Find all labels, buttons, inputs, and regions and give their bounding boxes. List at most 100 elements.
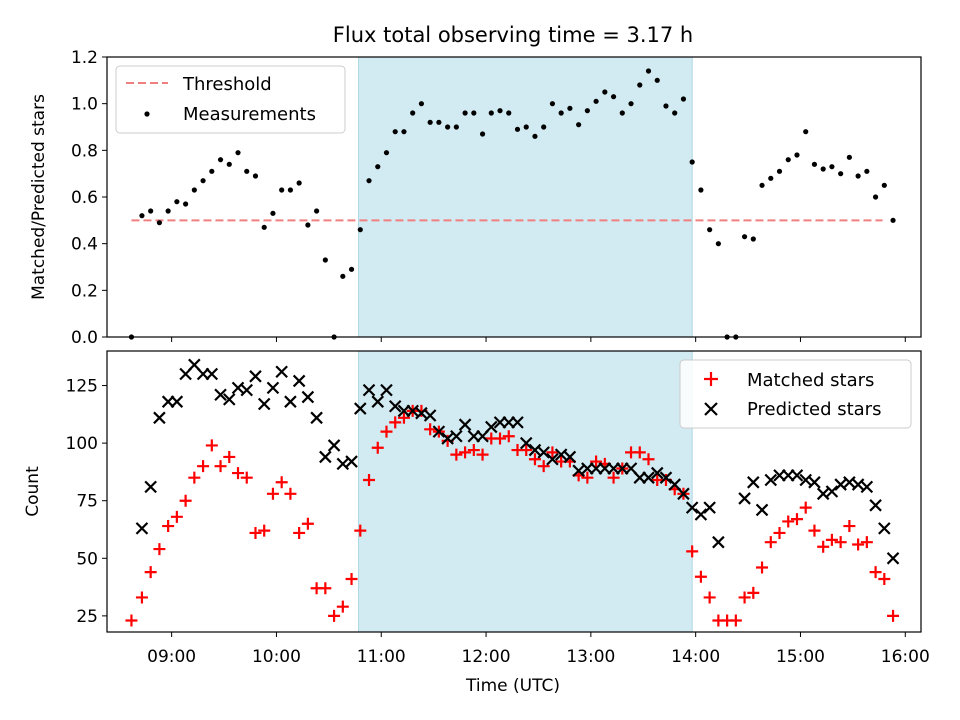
matched-star-point [214, 460, 227, 473]
matched-star-point [135, 591, 148, 604]
measurement-point [628, 101, 634, 107]
measurement-point [750, 236, 756, 242]
ratio-y-tick-label: 0.2 [71, 281, 98, 301]
measurement-point [348, 266, 355, 272]
ratio-y-tick-label: 0.6 [71, 188, 98, 208]
matched-star-point [389, 416, 402, 429]
predicted-star-point [712, 535, 725, 549]
matched-star-point [494, 432, 507, 445]
predicted-star-point [345, 455, 358, 468]
measurement-point [401, 129, 407, 135]
measurement-point [838, 171, 844, 177]
measurement-point [890, 217, 896, 223]
predicted-star-point [747, 476, 760, 489]
measurement-point [392, 129, 398, 135]
predicted-star-point [878, 522, 891, 535]
matched-star-point [424, 423, 437, 436]
predicted-star-point [563, 450, 577, 464]
predicted-star-point [703, 501, 716, 514]
measurement-point [244, 168, 250, 174]
measurement-point [855, 173, 861, 179]
measurement-point [811, 161, 818, 167]
predicted-star-point [284, 395, 297, 408]
measurement-point [139, 213, 145, 219]
matched-star-point [528, 453, 541, 466]
predicted-star-point [825, 485, 839, 498]
count-legend: Matched stars Predicted stars [679, 359, 912, 429]
matched-star-point [590, 455, 603, 468]
matched-star-point [756, 561, 769, 574]
matched-star-point [205, 439, 218, 452]
matched-star-point [782, 515, 795, 528]
predicted-star-point [511, 416, 524, 429]
x-tick-label: 13:00 [566, 647, 615, 667]
measurement-point [785, 157, 791, 163]
matched-star-point [825, 533, 838, 546]
matched-star-point [397, 411, 410, 424]
matched-star-point [694, 570, 707, 583]
measurement-point [567, 105, 573, 111]
predicted-star-point [755, 503, 769, 517]
ratio-y-axis-label: Matched/Predicted stars [29, 94, 49, 300]
legend-matched-label: Matched stars [747, 370, 874, 391]
ratio-axis-ticks: 0.0 0.2 0.4 0.6 0.8 1.0 1.2 [71, 48, 906, 348]
ratio-legend: Threshold Measurements [115, 65, 346, 134]
predicted-star-point [537, 446, 550, 459]
measurements-series [128, 68, 896, 340]
measurement-point [558, 110, 564, 116]
predicted-star-point [528, 443, 542, 457]
predicted-star-point [240, 383, 254, 397]
predicted-star-point [249, 370, 262, 383]
measurement-point [418, 101, 425, 107]
measurement-point [375, 164, 381, 170]
measurement-point [689, 159, 695, 165]
matched-star-point [642, 453, 655, 466]
measurement-point [872, 194, 879, 200]
predicted-star-point [144, 480, 157, 494]
measurement-point [881, 182, 887, 188]
ratio-y-tick-label: 0.0 [71, 328, 98, 348]
predicted-star-point [816, 487, 830, 501]
measurement-point [296, 180, 302, 186]
matched-star-point [266, 487, 279, 500]
matched-star-point [162, 520, 175, 533]
predicted-star-point [694, 508, 708, 521]
measurement-point [445, 124, 451, 130]
measurement-point [191, 187, 197, 193]
measurement-point [217, 157, 224, 163]
matched-star-point [223, 450, 236, 463]
count-panel-frame [106, 350, 922, 633]
matched-star-point [581, 471, 594, 484]
predicted-star-point [257, 397, 271, 411]
matched-star-point [834, 536, 847, 549]
measurement-point [436, 119, 442, 125]
predicted-star-point [808, 476, 821, 489]
measurement-point [864, 168, 870, 174]
measurement-point [532, 133, 538, 139]
predicted-star-point [362, 383, 376, 397]
measurement-point [506, 110, 512, 116]
measurement-point [287, 187, 294, 193]
measurement-point [156, 220, 163, 226]
matched-star-point [144, 566, 157, 579]
measurement-point [593, 98, 599, 104]
matched-star-point [188, 471, 201, 484]
x-tick-label: 10:00 [252, 647, 301, 667]
x-tick-label: 12:00 [462, 647, 511, 667]
predicted-star-point [764, 473, 778, 487]
measurement-point [453, 124, 459, 130]
count-y-tick-label: 125 [66, 377, 98, 397]
measurement-point [200, 178, 206, 184]
predicted-star-point [650, 466, 664, 480]
predicted-star-point [860, 480, 874, 494]
matched-star-point [354, 524, 367, 537]
observing-window-shade-bottom [358, 350, 693, 633]
matched-star-point [799, 501, 812, 514]
measurement-point [514, 126, 521, 132]
predicted-star-point [572, 464, 585, 478]
matched-star-point [240, 471, 253, 484]
measurement-point [759, 182, 765, 188]
x-tick-label: 14:00 [671, 647, 720, 667]
predicted-star-point [336, 457, 350, 471]
matched-star-point [546, 446, 559, 459]
